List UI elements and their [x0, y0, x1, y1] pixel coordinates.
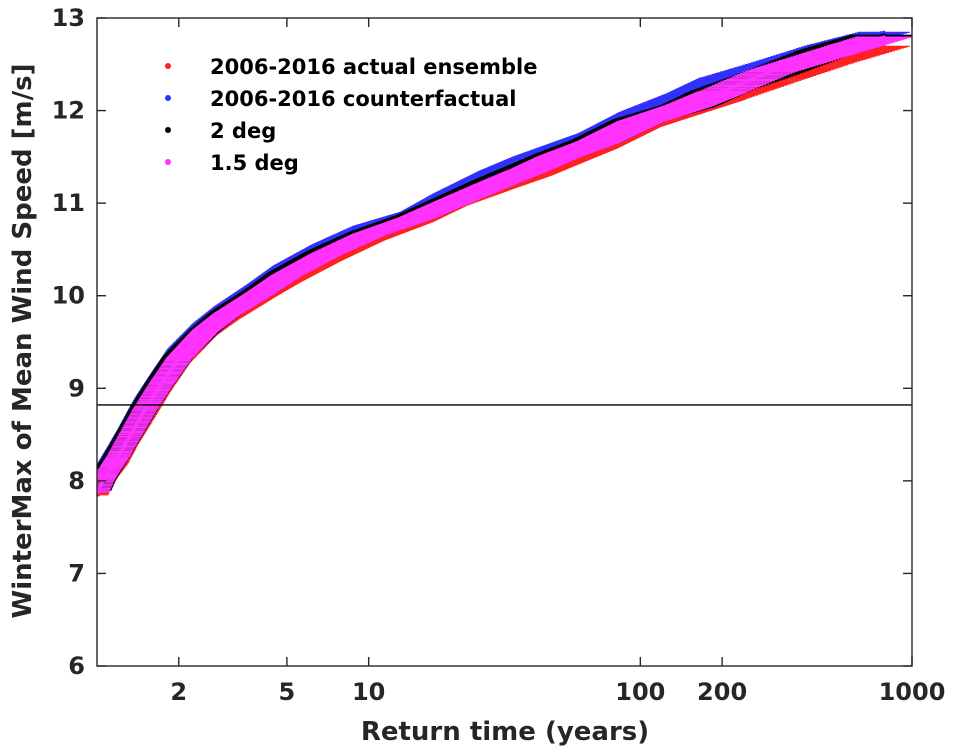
- series-layer: [96, 30, 912, 497]
- data-point: [881, 30, 886, 35]
- series-4: [96, 35, 912, 494]
- series-1: [96, 44, 910, 497]
